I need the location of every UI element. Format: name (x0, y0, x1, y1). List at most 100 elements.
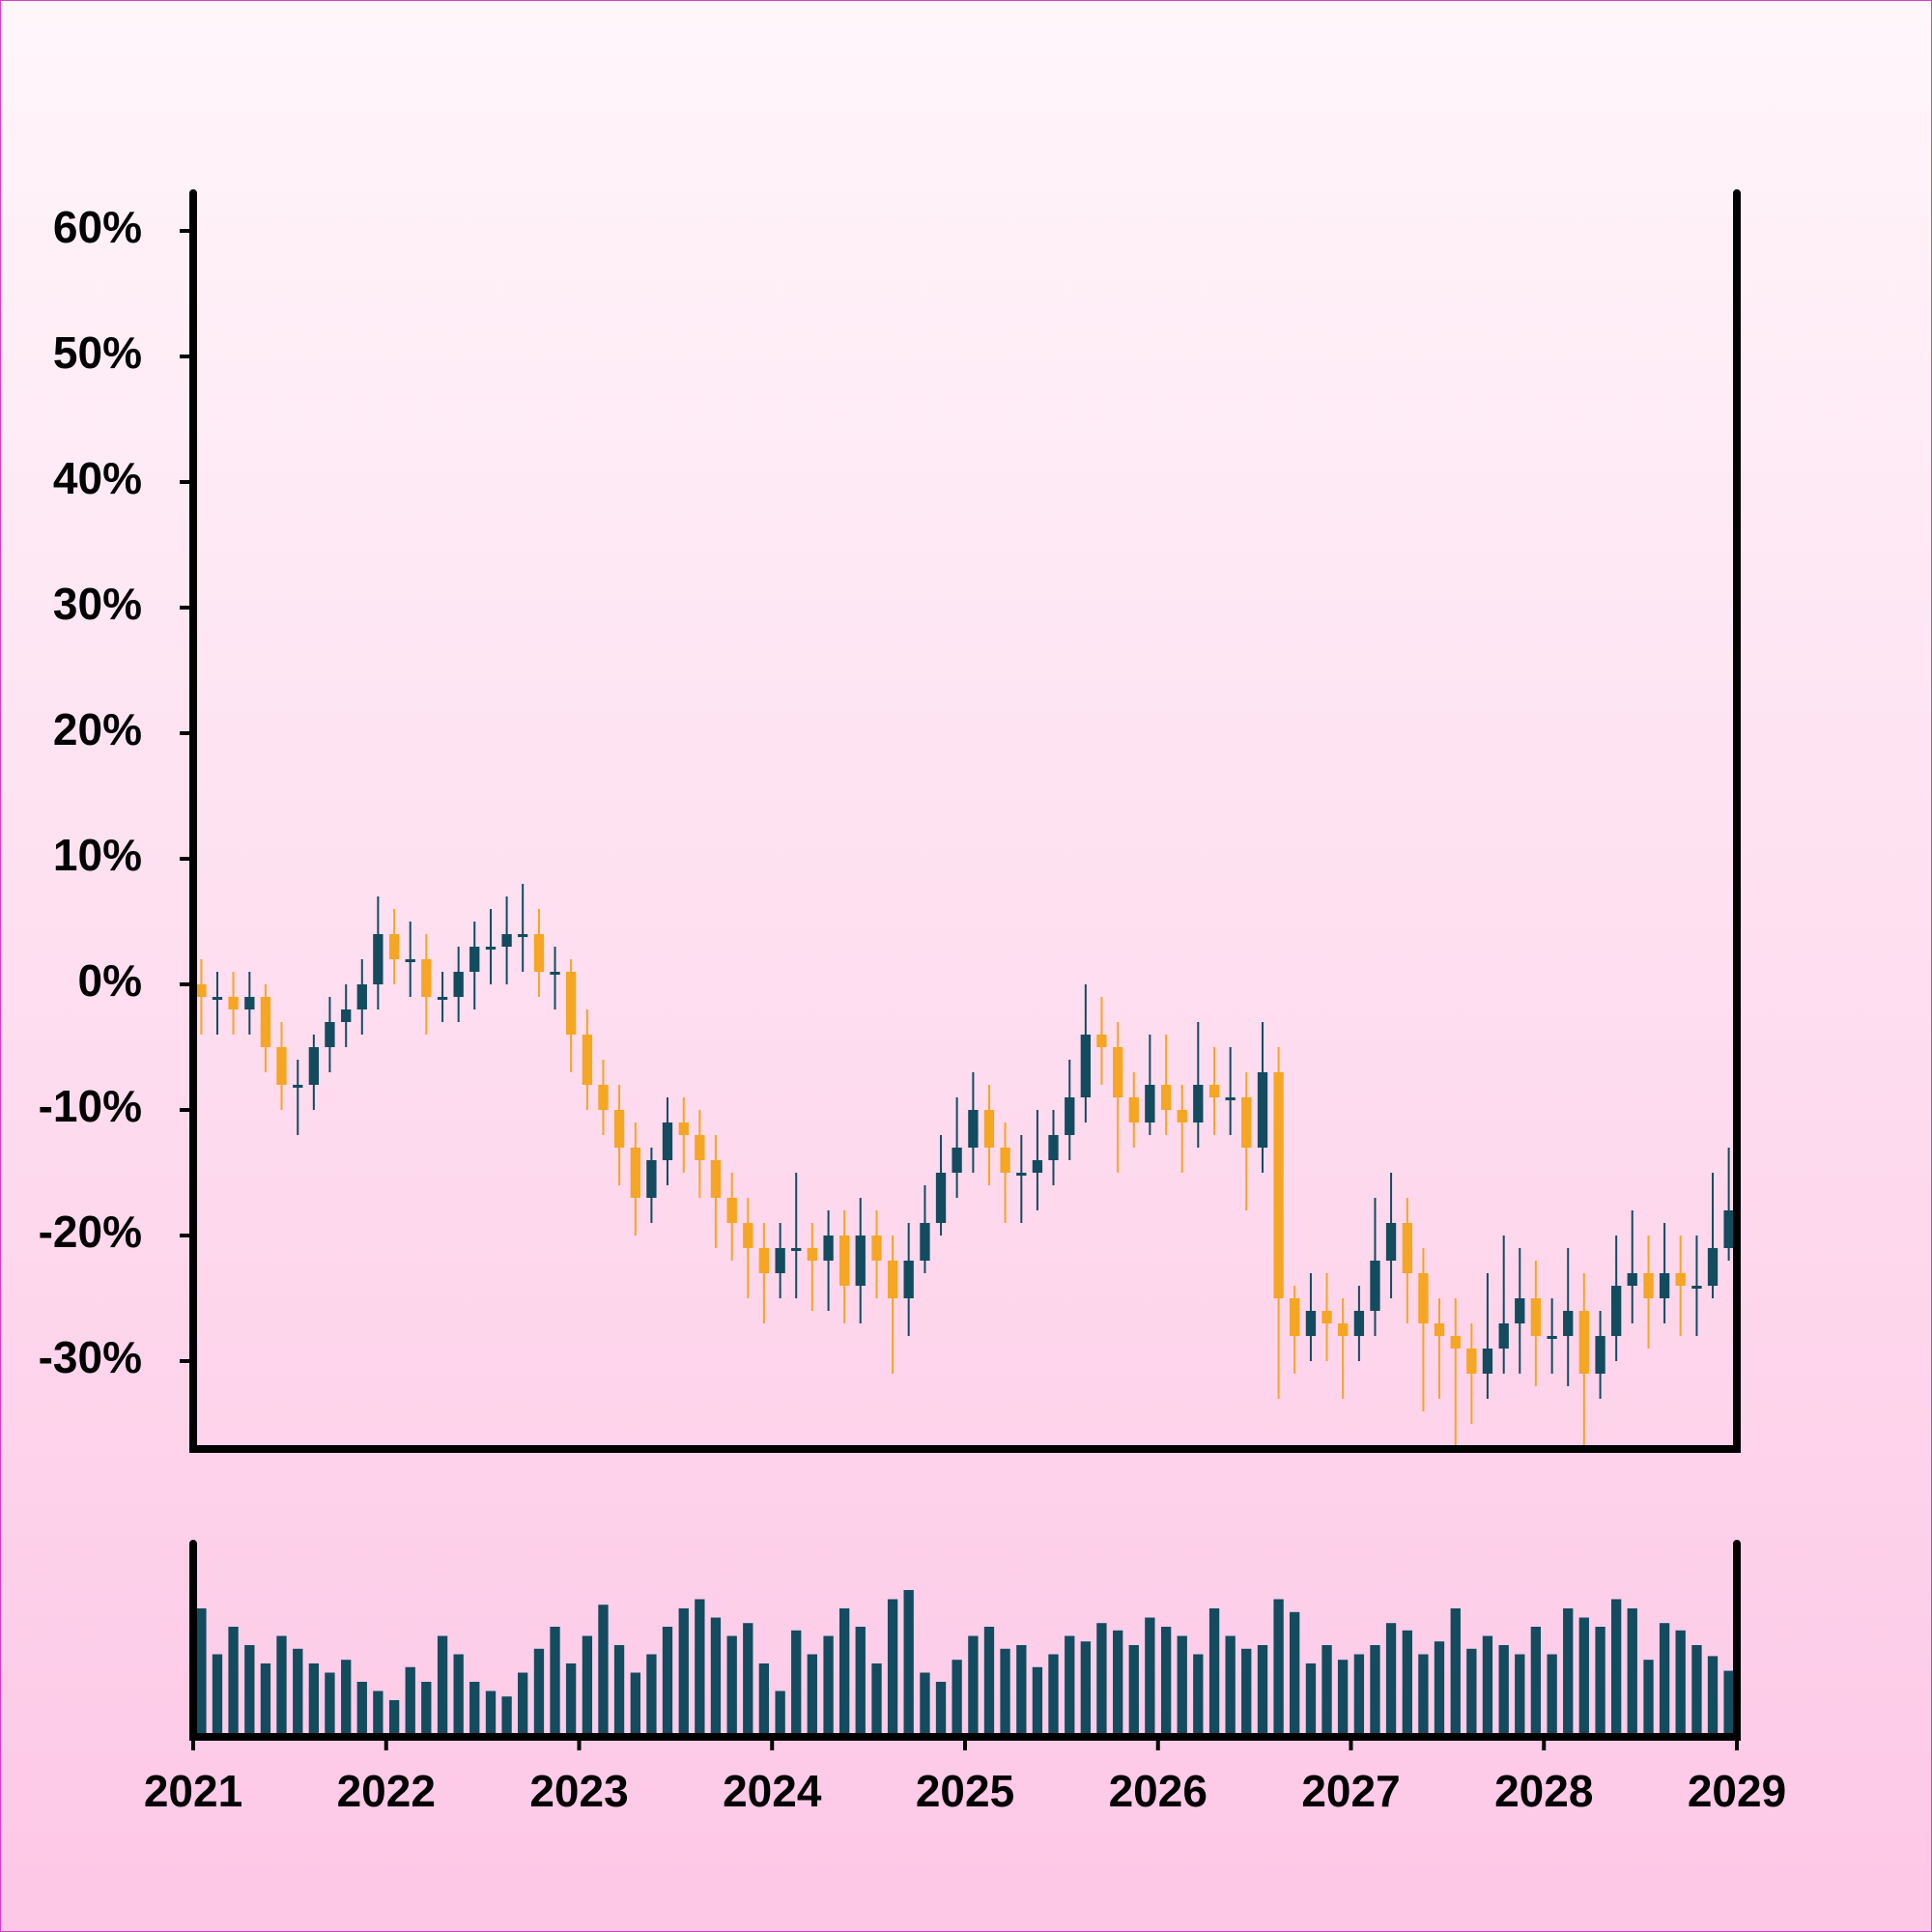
volume-bar (1578, 1617, 1589, 1737)
volume-bar (823, 1635, 834, 1737)
volume-bar (341, 1660, 352, 1737)
candle-body (437, 997, 448, 1000)
candle-body (1578, 1311, 1589, 1374)
volume-bar (1434, 1641, 1445, 1737)
x-tick-label: 2024 (723, 1766, 822, 1816)
candle-body (405, 959, 415, 962)
volume-bar (1080, 1641, 1092, 1737)
candle-body (1418, 1273, 1429, 1323)
candle-body (1208, 1085, 1220, 1097)
candle-body (1530, 1298, 1542, 1336)
volume-bar (1208, 1608, 1220, 1737)
y-tick-label: 10% (53, 830, 142, 880)
candle-body (1353, 1311, 1365, 1336)
volume-bar (1065, 1635, 1075, 1737)
volume-bar (293, 1648, 303, 1737)
volume-bar (373, 1690, 384, 1737)
candle-body (356, 984, 367, 1009)
volume-bar (1032, 1666, 1043, 1737)
candle-body (1241, 1097, 1252, 1148)
volume-bar (935, 1682, 947, 1737)
volume-bar (1707, 1656, 1719, 1737)
candle-body (1048, 1135, 1059, 1160)
volume-bar (1177, 1635, 1187, 1737)
candle-body (775, 1248, 785, 1273)
candle-body (260, 997, 271, 1047)
x-tick-label: 2027 (1301, 1766, 1400, 1816)
candle-body (1498, 1323, 1509, 1349)
volume-bar (710, 1617, 722, 1737)
candle-body (791, 1248, 802, 1251)
volume-bar (453, 1654, 464, 1737)
plot-layer: -30% -20% -10% 0% 10% 20% 30% 40% 50% 60% 2021 2022… (39, 189, 1786, 1816)
volume-bar (501, 1696, 512, 1737)
volume-bar (228, 1627, 239, 1737)
volume-bar (1643, 1660, 1654, 1737)
candle-body (212, 997, 223, 1000)
volume-bar (1547, 1654, 1557, 1737)
volume-bar (1675, 1630, 1686, 1737)
candle-body (1177, 1110, 1187, 1122)
volume-bar (1048, 1654, 1059, 1737)
candle-body (1466, 1349, 1477, 1374)
volume-bar (1402, 1630, 1412, 1737)
volume-bar (1691, 1645, 1702, 1737)
candle-body (1675, 1273, 1686, 1286)
y-tick-label: -20% (39, 1207, 142, 1257)
candle-body (1290, 1298, 1300, 1336)
volume-bar (1016, 1645, 1027, 1737)
candle-body (983, 1110, 995, 1148)
x-tick-label: 2023 (529, 1766, 628, 1816)
candle-body (871, 1236, 882, 1261)
volume-bar (1193, 1654, 1204, 1737)
volume-bar (1610, 1599, 1622, 1737)
volume-bar (325, 1672, 335, 1737)
volume-bar (1128, 1645, 1139, 1737)
volume-bar (1000, 1648, 1010, 1737)
candle-body (1016, 1173, 1027, 1176)
volume-bar (662, 1627, 673, 1737)
candle-body (743, 1223, 753, 1248)
candle-body (533, 934, 545, 972)
volume-bar (920, 1672, 930, 1737)
candle-body (518, 934, 528, 937)
volume-bar (244, 1645, 255, 1737)
volume-bar (807, 1654, 817, 1737)
candle-body (1273, 1072, 1284, 1298)
candle-body (453, 972, 464, 997)
candle-body (1610, 1286, 1622, 1336)
price-axes (189, 189, 1741, 1453)
y-tick-label: -30% (39, 1332, 142, 1382)
volume-bar (550, 1627, 560, 1737)
volume-bar (1563, 1608, 1574, 1737)
candle-body (613, 1110, 625, 1148)
candle-body (1080, 1035, 1092, 1097)
candle-body (485, 947, 497, 950)
candle-body (1434, 1323, 1445, 1336)
volume-bar (855, 1627, 866, 1737)
volume-bar (421, 1682, 432, 1737)
x-tick-label: 2025 (916, 1766, 1014, 1816)
candle-body (1160, 1085, 1172, 1110)
volume-bar (485, 1690, 497, 1737)
candle-body (1595, 1336, 1605, 1374)
candle-body (276, 1047, 287, 1085)
y-tick-label: -10% (39, 1081, 142, 1131)
volume-bar (726, 1635, 737, 1737)
candle-body (1482, 1349, 1493, 1374)
candle-body (920, 1223, 930, 1261)
volume-bar (582, 1635, 593, 1737)
y-tick-label: 40% (53, 453, 142, 503)
volume-bar (952, 1660, 962, 1737)
candle-body (1065, 1097, 1075, 1135)
candle-body (968, 1110, 979, 1148)
candle-body (887, 1261, 898, 1298)
volume-bar (613, 1645, 625, 1737)
volume-bar (1385, 1623, 1397, 1737)
volume-bar (212, 1654, 223, 1737)
volume-bar (1225, 1635, 1236, 1737)
candle-body (565, 972, 577, 1035)
volume-bar (1659, 1623, 1670, 1737)
volume-bar (1466, 1648, 1477, 1737)
